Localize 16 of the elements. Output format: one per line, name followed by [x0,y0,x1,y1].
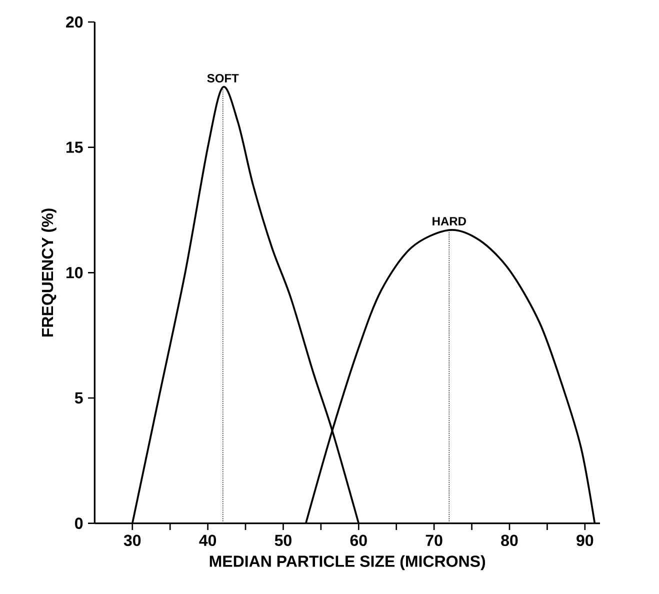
annotation: SOFT [207,74,239,82]
x-tick-label: 30 [124,534,141,546]
y-tick-label: 10 [66,267,83,278]
y-tick-label: 5 [74,392,83,404]
y-axis-title: FREQUENCY (%) [41,208,56,336]
x-tick-label: 50 [274,534,292,546]
x-tick-label: 60 [350,534,367,546]
y-tick-label: 15 [66,142,83,153]
x-tick-label: 90 [576,534,594,546]
x-tick-label: 80 [501,534,518,546]
x-tick-label: 40 [199,534,216,546]
x-tick-label: 70 [426,534,442,546]
annotation: HARD [432,217,466,226]
y-tick-label: 20 [66,16,83,28]
y-tick-label: 0 [75,518,83,529]
x-axis-title: MEDIAN PARTICLE SIZE (MICRONS) [210,555,486,570]
